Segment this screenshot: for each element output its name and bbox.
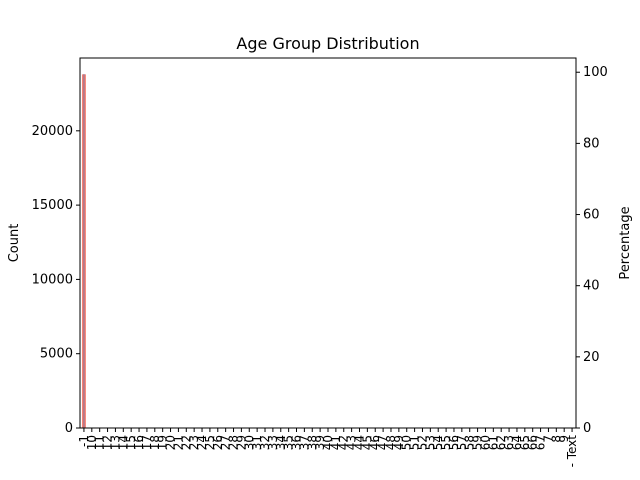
x-tick-label: 63 (502, 435, 516, 450)
y-right-tick-label: 60 (583, 208, 600, 223)
x-tick-label: 34 (274, 435, 288, 450)
x-tick-label: 18 (148, 435, 162, 450)
x-tick-label: 16 (132, 435, 146, 450)
x-tick-label: 44 (352, 435, 366, 450)
x-tick-label: 66 (526, 435, 540, 450)
y-axis-left: 0 5000 10000 15000 20000 (32, 124, 80, 436)
x-tick-label: 58 (463, 435, 477, 450)
x-tick-label: 40 (321, 435, 335, 450)
x-tick-label: 15 (124, 435, 138, 450)
x-tick-label: 11 (93, 435, 107, 450)
x-tick-label: 24 (195, 435, 209, 450)
x-tick-label: 51 (408, 435, 422, 450)
x-tick-label: 56 (447, 435, 461, 450)
x-tick-label: 55 (439, 435, 453, 450)
x-tick-label: 48 (384, 435, 398, 450)
x-tick-label: 47 (376, 435, 390, 450)
x-tick-label: 37 (297, 435, 311, 450)
x-tick-label: 32 (258, 435, 272, 450)
x-tick-label: 13 (108, 435, 122, 450)
x-tick-label: 29 (234, 435, 248, 450)
x-tick-label: 9 (557, 435, 571, 443)
x-tick-label: 67 (534, 435, 548, 450)
x-tick-label: 30 (242, 435, 256, 450)
x-tick-label: 50 (400, 435, 414, 450)
x-tick-label: 14 (116, 435, 130, 450)
y-tick-label: 20000 (32, 124, 73, 139)
y-right-tick-label: 100 (583, 65, 608, 80)
percentage-bar (83, 74, 85, 428)
x-tick-label: 26 (211, 435, 225, 450)
x-tick-label: 35 (282, 435, 296, 450)
y-tick-label: 5000 (40, 347, 73, 362)
x-tick-label: 28 (227, 435, 241, 450)
x-axis: -110111213141516171819202122232425262728… (77, 428, 579, 467)
plot-frame (79, 57, 577, 429)
x-tick-label: 38 (305, 435, 319, 450)
x-tick-label: 10 (85, 435, 99, 450)
x-tick-label: 60 (478, 435, 492, 450)
x-tick-label: 65 (518, 435, 532, 450)
x-tick-label: 19 (156, 435, 170, 450)
y-tick-label: 10000 (32, 272, 73, 287)
x-tick-label: 21 (171, 435, 185, 450)
x-tick-label: 25 (203, 435, 217, 450)
y-right-tick-label: 40 (583, 279, 600, 294)
x-tick-label: 62 (494, 435, 508, 450)
chart-title: Age Group Distribution (236, 34, 419, 53)
x-tick-label: -1 (77, 435, 91, 447)
x-tick-label: 36 (290, 435, 304, 450)
y-right-tick-label: 0 (583, 421, 591, 436)
y-tick-label: 15000 (32, 198, 73, 213)
x-tick-label: 54 (431, 435, 445, 450)
y-axis-left-label: Count (7, 224, 22, 263)
x-tick-label: 49 (392, 435, 406, 450)
x-tick-label: 57 (455, 435, 469, 450)
x-tick-label: 8 (549, 435, 563, 443)
y-right-tick-label: 80 (583, 136, 600, 151)
x-tick-label: 27 (219, 435, 233, 450)
y-axis-right: 0 20 40 60 80 100 (576, 65, 608, 436)
x-tick-label: 59 (471, 435, 485, 450)
x-tick-label: 64 (510, 435, 524, 450)
x-tick-label: 41 (329, 435, 343, 450)
x-tick-label: 46 (368, 435, 382, 450)
x-tick-label: 23 (187, 435, 201, 450)
x-tick-label: 7 (541, 435, 555, 443)
x-tick-label: 12 (101, 435, 115, 450)
x-tick-label: 43 (345, 435, 359, 450)
percentage-series-group (83, 74, 565, 428)
x-tick-label: 20 (164, 435, 178, 450)
x-tick-label: 31 (250, 435, 264, 450)
x-tick-label: 22 (179, 435, 193, 450)
x-tick-label: 53 (423, 435, 437, 450)
x-tick-label: 61 (486, 435, 500, 450)
x-tick-label: 33 (266, 435, 280, 450)
y-tick-label: 0 (65, 421, 73, 436)
x-tick-label: - Text (565, 435, 579, 468)
y-right-tick-label: 20 (583, 350, 600, 365)
x-tick-label: 42 (337, 435, 351, 450)
x-tick-label: 39 (313, 435, 327, 450)
y-axis-right-label: Percentage (618, 206, 633, 279)
x-tick-label: 52 (415, 435, 429, 450)
bars-group (81, 74, 575, 428)
x-tick-label: 17 (140, 435, 154, 450)
x-tick-label: 45 (360, 435, 374, 450)
